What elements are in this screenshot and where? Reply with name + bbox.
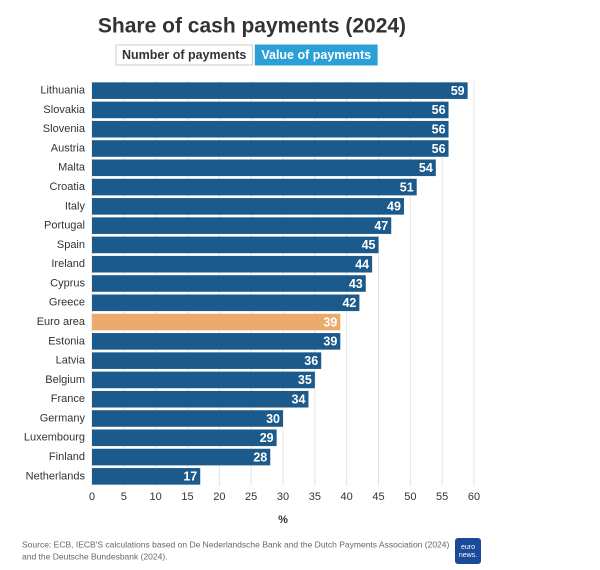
y-tick-label: Croatia xyxy=(50,181,86,193)
y-tick-label: Estonia xyxy=(48,335,86,347)
bar xyxy=(92,468,201,485)
bar xyxy=(92,178,417,196)
bar xyxy=(92,390,309,408)
bar xyxy=(92,294,360,312)
y-tick-label: Euro area xyxy=(37,316,86,328)
x-tick-label: 35 xyxy=(309,491,321,503)
x-tick-label: 60 xyxy=(468,491,480,503)
value-label: 49 xyxy=(387,200,401,214)
bar xyxy=(92,352,322,369)
logo-text: news. xyxy=(459,552,477,559)
bar xyxy=(92,101,449,119)
tab-label[interactable]: Value of payments xyxy=(261,48,371,62)
value-label: 35 xyxy=(298,373,312,387)
y-tick-label: France xyxy=(51,393,85,405)
y-tick-label: Belgium xyxy=(45,374,85,386)
value-label: 42 xyxy=(342,296,356,310)
y-tick-label: Netherlands xyxy=(26,470,86,482)
bar xyxy=(92,275,366,292)
value-label: 56 xyxy=(432,123,446,137)
x-tick-label: 45 xyxy=(372,491,384,503)
y-tick-label: Greece xyxy=(49,297,85,309)
y-tick-label: Latvia xyxy=(56,355,86,367)
x-tick-label: 5 xyxy=(121,491,127,503)
value-label: 43 xyxy=(349,277,363,291)
x-tick-label: 10 xyxy=(150,491,162,503)
bar xyxy=(92,255,373,273)
tab-label[interactable]: Number of payments xyxy=(122,48,246,62)
bar xyxy=(92,120,449,138)
logo-text: euro xyxy=(461,544,475,551)
tab[interactable] xyxy=(254,44,378,66)
bar xyxy=(92,82,468,99)
x-tick-label: 15 xyxy=(181,491,193,503)
value-label: 17 xyxy=(183,470,197,484)
x-tick-label: 40 xyxy=(341,491,353,503)
y-tick-label: Spain xyxy=(57,239,85,251)
y-tick-label: Portugal xyxy=(44,220,85,232)
y-tick-label: Slovakia xyxy=(43,104,85,116)
bar xyxy=(92,429,277,447)
value-label: 44 xyxy=(355,258,369,272)
x-tick-label: 50 xyxy=(404,491,416,503)
bar xyxy=(92,410,283,427)
value-label: 56 xyxy=(432,103,446,117)
bar xyxy=(92,198,404,215)
value-label: 30 xyxy=(266,412,280,426)
y-tick-label: Ireland xyxy=(51,258,85,270)
source: Source: ECB, IECB'S calculations based o… xyxy=(22,539,450,549)
bar xyxy=(92,236,379,254)
value-label: 34 xyxy=(292,393,306,407)
x-tick-label: 0 xyxy=(89,491,95,503)
value-label: 47 xyxy=(374,219,388,233)
value-label: 39 xyxy=(323,315,337,329)
bar xyxy=(92,159,436,177)
y-tick-label: Slovenia xyxy=(43,123,86,135)
chart-title: Share of cash payments (2024) xyxy=(98,15,406,38)
y-tick-label: Finland xyxy=(49,451,85,463)
bar xyxy=(92,448,271,466)
y-tick-label: Malta xyxy=(58,162,86,174)
y-tick-label: Austria xyxy=(51,142,86,154)
tab[interactable] xyxy=(115,44,253,66)
bar xyxy=(92,313,341,331)
bar xyxy=(92,217,392,234)
value-label: 28 xyxy=(253,450,267,464)
value-label: 54 xyxy=(419,161,433,175)
value-label: 56 xyxy=(432,142,446,156)
x-axis-label: % xyxy=(278,514,288,526)
logo xyxy=(455,538,481,564)
y-tick-label: Italy xyxy=(65,200,86,212)
y-tick-label: Cyprus xyxy=(50,277,85,289)
bar xyxy=(92,371,315,389)
x-tick-label: 25 xyxy=(245,491,257,503)
y-tick-label: Lithuania xyxy=(40,85,86,97)
y-tick-label: Germany xyxy=(40,412,86,424)
source: and the Deutsche Bundesbank (2024). xyxy=(22,551,168,561)
value-label: 59 xyxy=(451,84,465,98)
bar xyxy=(92,333,341,350)
x-tick-label: 20 xyxy=(213,491,225,503)
x-tick-label: 55 xyxy=(436,491,448,503)
y-tick-label: Luxembourg xyxy=(24,432,85,444)
value-label: 29 xyxy=(260,431,274,445)
value-label: 39 xyxy=(323,335,337,349)
value-label: 45 xyxy=(362,238,376,252)
value-label: 51 xyxy=(400,180,414,194)
value-label: 36 xyxy=(304,354,318,368)
x-tick-label: 30 xyxy=(277,491,289,503)
bar xyxy=(92,140,449,157)
